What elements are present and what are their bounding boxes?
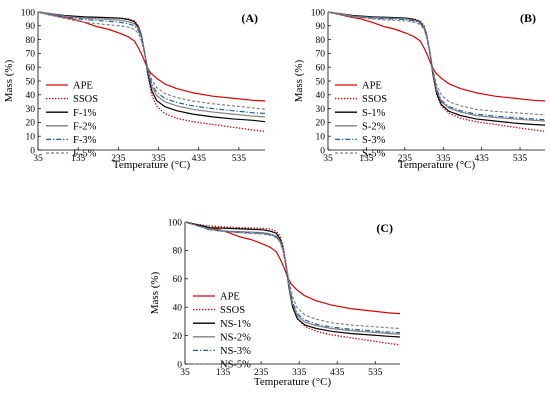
y-tick-label: 70 — [26, 50, 36, 60]
series-line-ssos — [327, 11, 546, 133]
x-tick-label: 235 — [111, 154, 126, 164]
legend: APE SSOS F-1% F-2% F-3% F-5% — [46, 81, 98, 160]
series-line-f-1pct — [37, 11, 266, 123]
y-tick-label: 10 — [26, 133, 36, 143]
series-line-ns-3pct — [184, 221, 401, 334]
y-tick-label: 90 — [316, 22, 326, 32]
legend-label-f-5pct: F-5% — [73, 149, 97, 160]
y-tick-label: 20 — [316, 119, 326, 129]
series-line-ssos — [184, 221, 401, 346]
legend-label-ape: APE — [73, 81, 93, 92]
series-line-ape — [327, 11, 546, 102]
y-tick-label: 60 — [316, 64, 326, 74]
x-tick-label: 235 — [398, 154, 413, 164]
y-tick-label: 100 — [168, 218, 183, 228]
x-tick-label: 435 — [192, 154, 207, 164]
legend-label-ns-1pct: NS-1% — [220, 319, 251, 330]
panel-2: 0 10 20 30 40 50 60 70 80 90 100 35 135 235 335 435 535 T… — [293, 8, 546, 171]
legend-label-ssos: SSOS — [73, 94, 98, 105]
y-tick-label: 20 — [173, 332, 183, 342]
legend-label-s-5pct: S-5% — [362, 149, 386, 160]
panel-1: 0 10 20 30 40 50 60 70 80 90 100 35 135 235 335 435 535 T… — [3, 8, 266, 171]
x-tick-label: 435 — [330, 368, 345, 378]
series-line-s-1pct — [327, 11, 546, 126]
legend-label-f-2pct: F-2% — [73, 121, 97, 132]
series-line-s-3pct — [327, 11, 546, 121]
series-line-ns-5pct — [184, 221, 401, 330]
legend: APE SSOS NS-1% NS-2% NS-3% NS-5% — [193, 292, 251, 371]
series-line-s-2pct — [327, 11, 546, 122]
x-tick-label: 135 — [359, 154, 374, 164]
legend: APE SSOS S-1% S-2% S-3% S-5% — [335, 81, 387, 160]
y-tick-label: 50 — [26, 77, 36, 87]
y-tick-label: 100 — [311, 8, 326, 18]
y-tick-label: 40 — [173, 304, 183, 314]
y-tick-label: 40 — [26, 91, 36, 101]
legend-label-ns-2pct: NS-2% — [220, 332, 251, 343]
x-tick-label: 135 — [71, 154, 86, 164]
legend-label-s-3pct: S-3% — [362, 135, 386, 146]
series-line-ns-1pct — [184, 221, 401, 338]
series-line-f-3pct — [37, 11, 266, 115]
y-tick-label: 50 — [316, 77, 326, 87]
y-tick-label: 0 — [177, 360, 182, 370]
y-tick-label: 100 — [21, 8, 36, 18]
legend-label-ssos: SSOS — [362, 94, 387, 105]
y-tick-label: 80 — [173, 247, 183, 257]
panel-3: 0 20 40 60 80 100 35 135 235 335 435 535 Temperature… — [149, 218, 401, 388]
legend-label-ape: APE — [220, 292, 240, 303]
legend-label-f-3pct: F-3% — [73, 135, 97, 146]
y-tick-label: 60 — [173, 275, 183, 285]
y-tick-label: 0 — [30, 146, 35, 156]
series-line-s-5pct — [327, 11, 546, 116]
x-tick-label: 135 — [216, 368, 231, 378]
x-tick-label: 535 — [513, 154, 528, 164]
x-tick-label: 235 — [254, 368, 269, 378]
x-tick-label: 335 — [436, 154, 451, 164]
y-tick-label: 40 — [316, 91, 326, 101]
legend-label-s-2pct: S-2% — [362, 121, 386, 132]
x-tick-label: 335 — [151, 154, 166, 164]
x-tick-label: 435 — [475, 154, 490, 164]
y-tick-label: 30 — [316, 105, 326, 115]
y-axis-title: Mass (%) — [293, 59, 305, 102]
y-tick-label: 60 — [26, 64, 36, 74]
y-axis-title: Mass (%) — [3, 59, 15, 102]
y-tick-label: 20 — [26, 119, 36, 129]
x-tick-label: 35 — [323, 154, 333, 164]
y-axis-title: Mass (%) — [149, 271, 161, 314]
panel-label: (C) — [376, 221, 393, 235]
x-axis-title: Temperature (°C) — [254, 376, 332, 388]
y-tick-label: 90 — [26, 22, 36, 32]
x-tick-label: 35 — [180, 368, 190, 378]
y-tick-label: 80 — [26, 36, 36, 46]
series-line-ape — [184, 221, 401, 315]
x-axis-title: Temperature (°C) — [113, 159, 191, 171]
y-tick-label: 80 — [316, 36, 326, 46]
x-tick-label: 535 — [232, 154, 247, 164]
panel-label: (B) — [520, 11, 536, 25]
series-line-ns-2pct — [184, 221, 401, 335]
y-tick-label: 0 — [320, 146, 325, 156]
x-axis-title: Temperature (°C) — [398, 159, 476, 171]
legend-label-ns-3pct: NS-3% — [220, 346, 251, 357]
legend-label-s-1pct: S-1% — [362, 108, 386, 119]
y-tick-label: 30 — [26, 105, 36, 115]
x-tick-label: 535 — [368, 368, 383, 378]
x-tick-label: 35 — [33, 154, 43, 164]
legend-label-ns-5pct: NS-5% — [220, 360, 251, 371]
y-tick-label: 70 — [316, 50, 326, 60]
x-tick-label: 335 — [292, 368, 307, 378]
legend-label-ssos: SSOS — [220, 305, 245, 316]
legend-label-ape: APE — [362, 81, 382, 92]
legend-label-f-1pct: F-1% — [73, 108, 97, 119]
panel-label: (A) — [241, 11, 258, 25]
y-tick-label: 10 — [316, 133, 326, 143]
